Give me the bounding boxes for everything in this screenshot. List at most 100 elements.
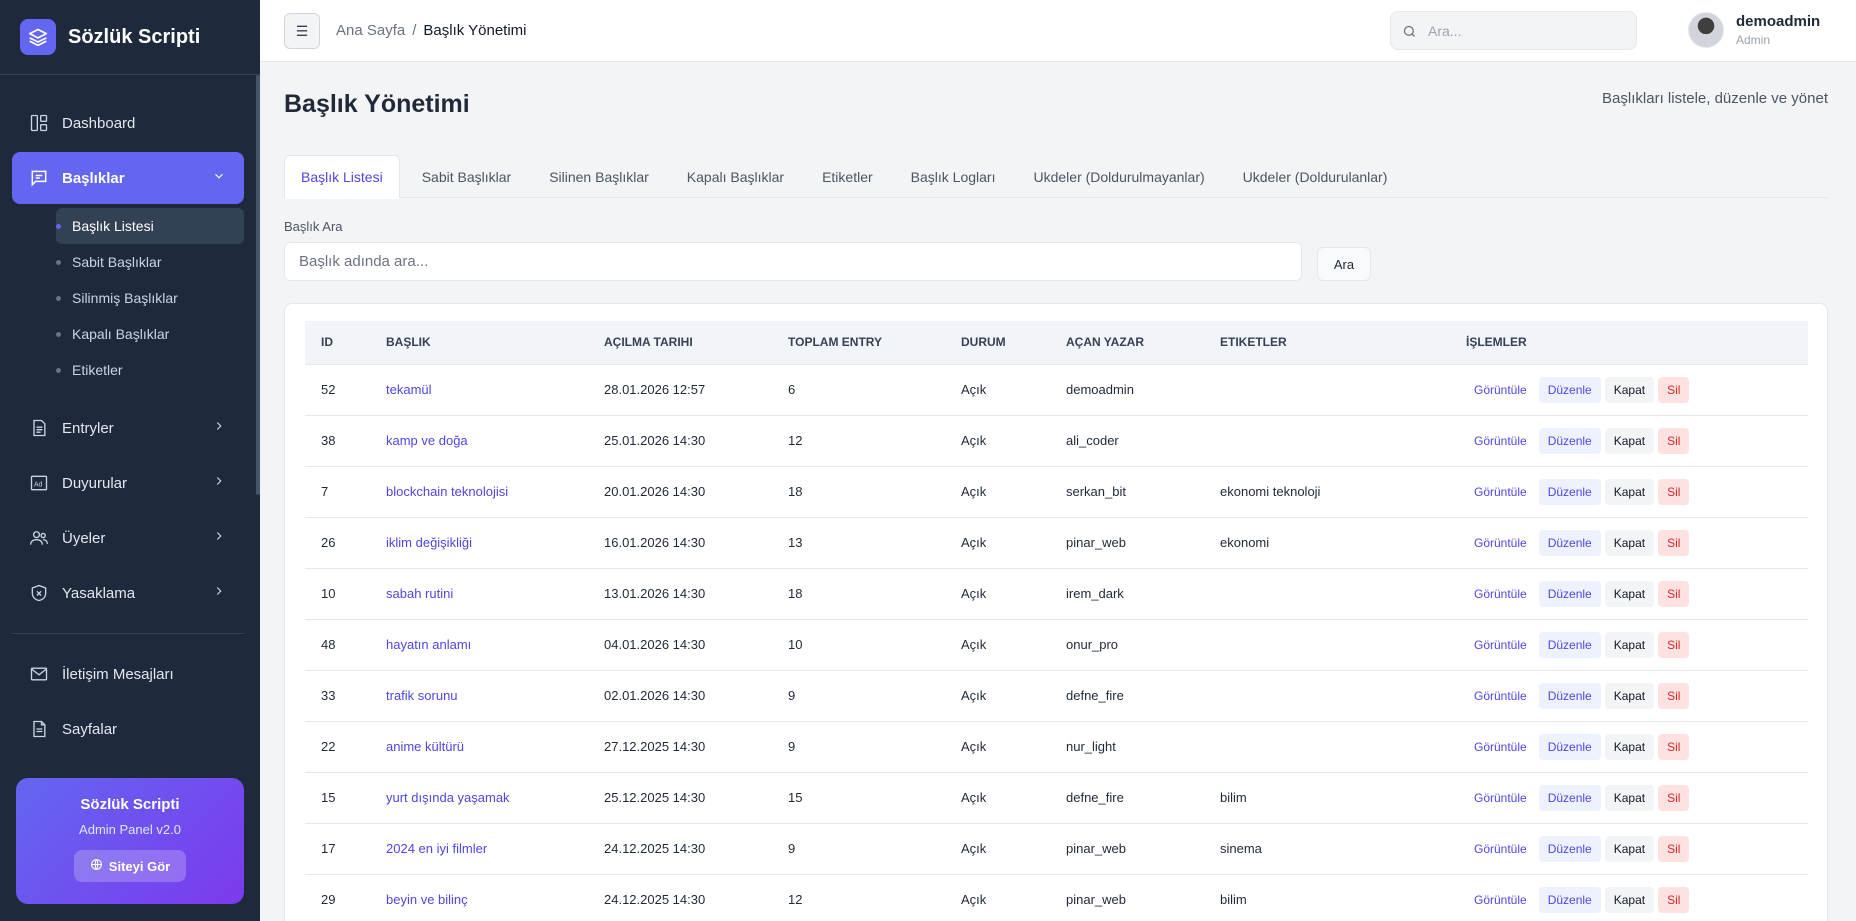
delete-button[interactable]: Sil [1658, 376, 1690, 403]
close-button[interactable]: Kapat [1604, 580, 1655, 607]
delete-button[interactable]: Sil [1658, 478, 1690, 505]
sidebar-scrollbar[interactable] [256, 75, 260, 495]
sidebar-item-iletisim-mesajlari[interactable]: İletişim Mesajları [12, 648, 244, 700]
cell-id: 10 [305, 568, 370, 620]
edit-button[interactable]: Düzenle [1538, 784, 1601, 811]
svg-text:Ad: Ad [34, 480, 43, 488]
message-icon [28, 167, 50, 189]
close-button[interactable]: Kapat [1604, 427, 1655, 454]
user-menu[interactable]: demoadmin Admin [1688, 12, 1820, 48]
view-button[interactable]: Görüntüle [1466, 887, 1535, 913]
delete-button[interactable]: Sil [1658, 580, 1690, 607]
view-button[interactable]: Görüntüle [1466, 632, 1535, 658]
submenu-item-kapali-basliklar[interactable]: Kapalı Başlıklar [56, 316, 244, 352]
view-button[interactable]: Görüntüle [1466, 479, 1535, 505]
edit-button[interactable]: Düzenle [1538, 529, 1601, 556]
close-button[interactable]: Kapat [1604, 784, 1655, 811]
global-search-input[interactable] [1428, 20, 1628, 42]
table-header-row: ID Başlık Açılma Tarihi Toplam Entry Dur… [305, 321, 1808, 365]
tab-baslik-loglari[interactable]: Başlık Logları [910, 168, 996, 185]
title-link[interactable]: iklim değişikliği [386, 535, 472, 550]
close-button[interactable]: Kapat [1604, 835, 1655, 862]
view-button[interactable]: Görüntüle [1466, 377, 1535, 403]
tab-etiketler[interactable]: Etiketler [822, 168, 873, 185]
delete-button[interactable]: Sil [1658, 886, 1690, 913]
edit-button[interactable]: Düzenle [1538, 427, 1601, 454]
view-button[interactable]: Görüntüle [1466, 785, 1535, 811]
cell-entries: 9 [772, 721, 945, 773]
tab-silinen-basliklar[interactable]: Silinen Başlıklar [549, 168, 649, 185]
brand[interactable]: Sözlük Scripti [0, 0, 260, 75]
delete-button[interactable]: Sil [1658, 835, 1690, 862]
submenu-item-baslik-listesi[interactable]: Başlık Listesi [56, 208, 244, 244]
search-button[interactable]: Ara [1317, 247, 1371, 281]
title-link[interactable]: hayatın anlamı [386, 637, 472, 652]
edit-button[interactable]: Düzenle [1538, 835, 1601, 862]
title-link[interactable]: 2024 en iyi filmler [386, 841, 488, 856]
view-button[interactable]: Görüntüle [1466, 530, 1535, 556]
tab-ukdeler-doldurulmayanlar[interactable]: Ukdeler (Doldurulmayanlar) [1033, 168, 1205, 185]
submenu-item-etiketler[interactable]: Etiketler [56, 352, 244, 388]
cell-status: Açık [945, 670, 1050, 722]
title-link[interactable]: sabah rutini [386, 586, 454, 601]
cell-tags [1204, 619, 1450, 671]
tab-kapali-basliklar[interactable]: Kapalı Başlıklar [686, 168, 785, 185]
table-row: 10 sabah rutini 13.01.2026 14:30 18 Açık irem… [305, 568, 1808, 620]
delete-button[interactable]: Sil [1658, 733, 1690, 760]
tab-sabit-basliklar[interactable]: Sabit Başlıklar [421, 168, 512, 185]
cell-status: Açık [945, 568, 1050, 620]
edit-button[interactable]: Düzenle [1538, 580, 1601, 607]
sidebar-item-uyeler[interactable]: Üyeler [12, 512, 244, 564]
view-button[interactable]: Görüntüle [1466, 581, 1535, 607]
sidebar-item-entryler[interactable]: Entryler [12, 402, 244, 454]
close-button[interactable]: Kapat [1604, 886, 1655, 913]
close-button[interactable]: Kapat [1604, 529, 1655, 556]
view-button[interactable]: Görüntüle [1466, 734, 1535, 760]
edit-button[interactable]: Düzenle [1538, 886, 1601, 913]
tab-ukdeler-doldurulanlar[interactable]: Ukdeler (Doldurulanlar) [1242, 168, 1388, 185]
view-button[interactable]: Görüntüle [1466, 836, 1535, 862]
cell-entries: 12 [772, 874, 945, 921]
edit-button[interactable]: Düzenle [1538, 631, 1601, 658]
cell-date: 24.12.2025 14:30 [588, 823, 772, 875]
breadcrumb-home-link[interactable]: Ana Sayfa [336, 22, 406, 39]
view-button[interactable]: Görüntüle [1466, 683, 1535, 709]
menu-toggle-button[interactable]: ☰ [284, 13, 320, 49]
sidebar-item-yasaklama[interactable]: Yasaklama [12, 567, 244, 619]
delete-button[interactable]: Sil [1658, 427, 1690, 454]
submenu-item-sabit-basliklar[interactable]: Sabit Başlıklar [56, 244, 244, 280]
delete-button[interactable]: Sil [1658, 529, 1690, 556]
cell-status: Açık [945, 517, 1050, 569]
edit-button[interactable]: Düzenle [1538, 682, 1601, 709]
title-link[interactable]: beyin ve bilinç [386, 892, 468, 907]
close-button[interactable]: Kapat [1604, 682, 1655, 709]
title-link[interactable]: anime kültürü [386, 739, 465, 754]
close-button[interactable]: Kapat [1604, 376, 1655, 403]
submenu-item-silinmis-basliklar[interactable]: Silinmiş Başlıklar [56, 280, 244, 316]
close-button[interactable]: Kapat [1604, 478, 1655, 505]
title-link[interactable]: yurt dışında yaşamak [386, 790, 510, 805]
view-button[interactable]: Görüntüle [1466, 428, 1535, 454]
sidebar-item-duyurular[interactable]: Ad Duyurular [12, 457, 244, 509]
edit-button[interactable]: Düzenle [1538, 733, 1601, 760]
sidebar-item-basliklar[interactable]: Başlıklar [12, 152, 244, 204]
title-search-input[interactable] [284, 242, 1302, 281]
cell-tags [1204, 568, 1450, 620]
close-button[interactable]: Kapat [1604, 733, 1655, 760]
view-site-button[interactable]: Siteyi Gör [73, 850, 187, 882]
delete-button[interactable]: Sil [1658, 631, 1690, 658]
sidebar-item-sayfalar[interactable]: Sayfalar [12, 703, 244, 755]
edit-button[interactable]: Düzenle [1538, 376, 1601, 403]
delete-button[interactable]: Sil [1658, 682, 1690, 709]
dashboard-icon [28, 112, 50, 134]
title-link[interactable]: blockchain teknolojisi [386, 484, 509, 499]
title-link[interactable]: kamp ve doğa [386, 433, 468, 448]
title-link[interactable]: trafik sorunu [386, 688, 458, 703]
delete-button[interactable]: Sil [1658, 784, 1690, 811]
tab-baslik-listesi[interactable]: Başlık Listesi [284, 155, 400, 199]
close-button[interactable]: Kapat [1604, 631, 1655, 658]
edit-button[interactable]: Düzenle [1538, 478, 1601, 505]
title-link[interactable]: tekamül [386, 382, 432, 397]
cell-entries: 9 [772, 670, 945, 722]
sidebar-item-dashboard[interactable]: Dashboard [12, 97, 244, 149]
